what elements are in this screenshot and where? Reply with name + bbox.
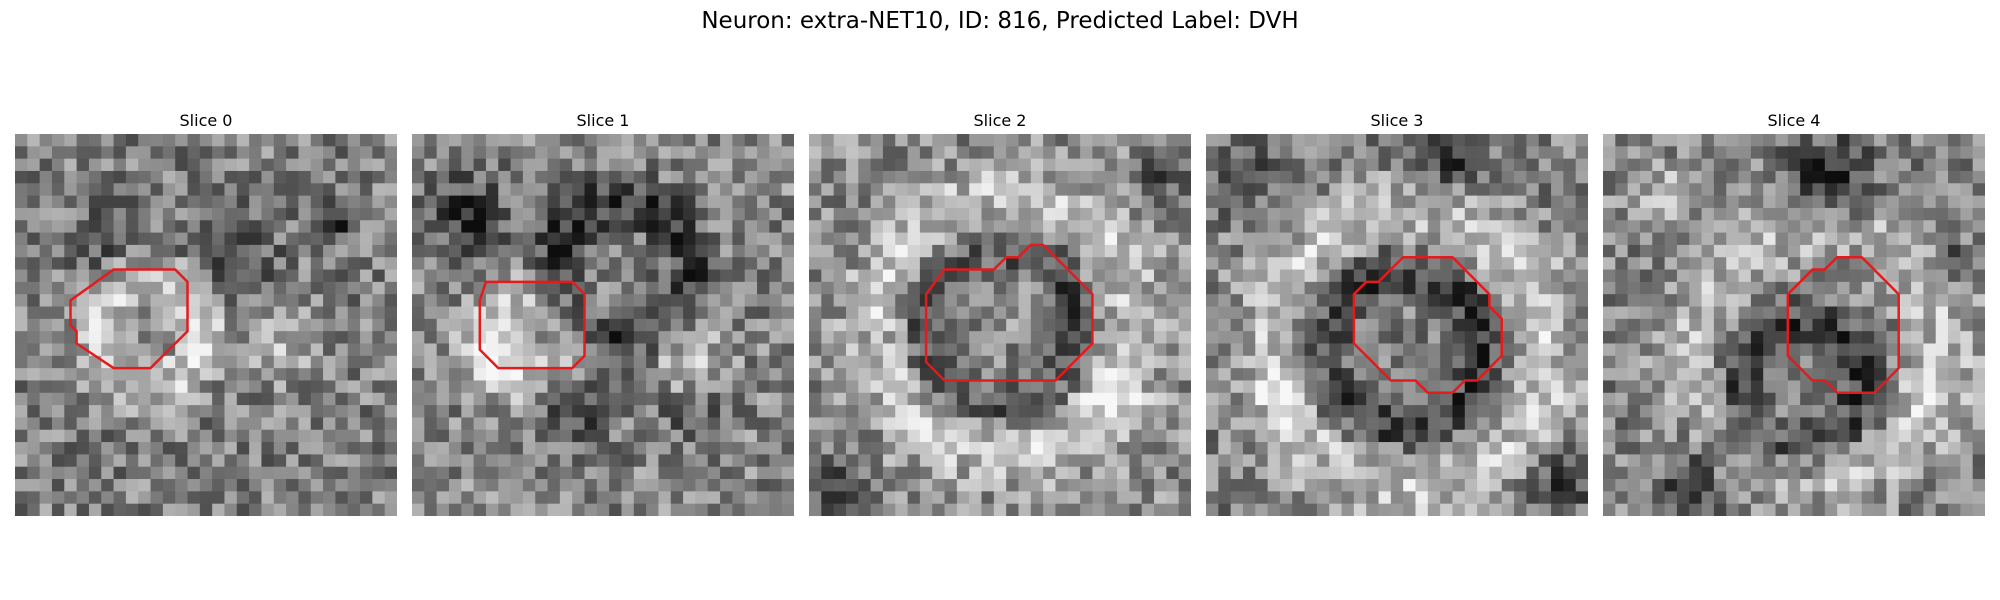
figure-title: Neuron: extra-NET10, ID: 816, Predicted … — [701, 8, 1299, 34]
slice-panel-0: Slice 0 — [15, 110, 397, 516]
slice-image-3 — [1206, 134, 1588, 516]
slice-panel-1: Slice 1 — [412, 110, 794, 516]
slice-panel-4: Slice 4 — [1603, 110, 1985, 516]
neuron-outline — [1786, 255, 1900, 395]
slice-title-1: Slice 1 — [576, 111, 630, 130]
pixel-grid — [1206, 134, 1588, 516]
neuron-outline — [924, 243, 1094, 382]
slice-panel-2: Slice 2 — [809, 110, 1191, 516]
pixel-grid — [15, 134, 397, 516]
slice-image-2 — [809, 134, 1191, 516]
slice-title-2: Slice 2 — [973, 111, 1027, 130]
slice-image-0 — [15, 134, 397, 516]
slice-panel-3: Slice 3 — [1206, 110, 1588, 516]
neuron-outline — [478, 280, 586, 370]
pixel-grid — [1603, 134, 1985, 516]
slice-image-1 — [412, 134, 794, 516]
pixel-grid — [809, 134, 1191, 516]
neuron-outline — [1352, 255, 1503, 395]
slice-title-3: Slice 3 — [1370, 111, 1424, 130]
slice-title-0: Slice 0 — [179, 111, 233, 130]
slice-title-4: Slice 4 — [1767, 111, 1821, 130]
pixel-grid — [412, 134, 794, 516]
slice-image-4 — [1603, 134, 1985, 516]
neuron-outline — [69, 268, 189, 370]
